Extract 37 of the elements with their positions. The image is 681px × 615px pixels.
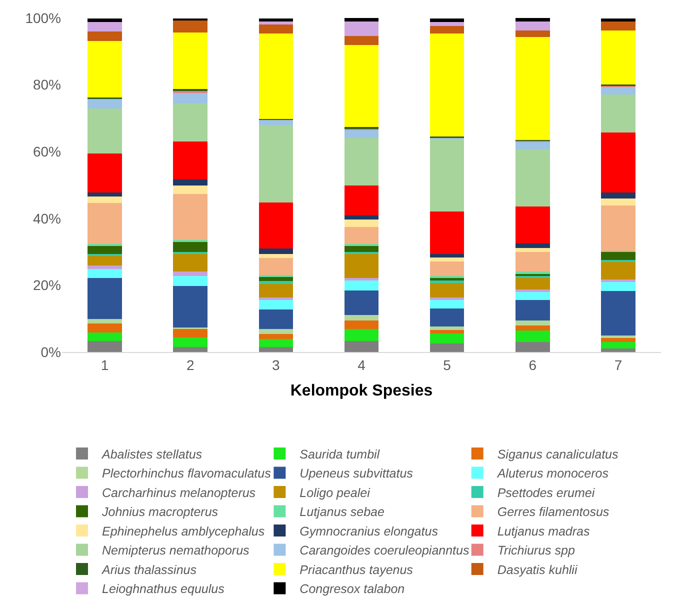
legend-label: Loligo pealei xyxy=(300,486,372,500)
legend-label: Upeneus subvittatus xyxy=(300,466,413,481)
legend-label: Gerres filamentosus xyxy=(497,505,610,520)
x-tick-label: 3 xyxy=(272,356,280,373)
y-tick-label: 80% xyxy=(32,76,61,93)
legend-label: Psettodes erumei xyxy=(497,486,596,500)
legend-label: Carcharhinus melanopterus xyxy=(102,486,256,500)
legend-label: Arius thalassinus xyxy=(101,562,196,577)
legend-label: Nemipterus nemathoporus xyxy=(102,544,250,558)
y-tick-label: 100% xyxy=(25,10,61,26)
x-axis-title: Kelompok Spesies xyxy=(290,382,433,400)
legend-label: Plectorhinchus flavomaculatus xyxy=(102,466,271,481)
y-tick-label: 60% xyxy=(32,144,61,160)
x-tick-label: 6 xyxy=(528,356,537,373)
legend-label: Siganus canaliculatus xyxy=(497,447,618,462)
legend-label: Johnius macropterus xyxy=(101,505,218,520)
legend-label: Saurida tumbil xyxy=(300,447,381,462)
legend-label: Lutjanus sebae xyxy=(300,505,385,520)
legend-label: Trichiurus spp xyxy=(497,544,575,558)
y-tick-label: 20% xyxy=(32,277,61,294)
legend-label: Leioghnathus equulus xyxy=(102,582,224,596)
x-tick-label: 2 xyxy=(186,356,194,373)
legend-label: Dasyatis kuhlii xyxy=(497,562,578,577)
x-tick-label: 7 xyxy=(614,356,622,373)
y-tick-label: 0% xyxy=(40,344,61,360)
y-tick-label: 40% xyxy=(32,210,61,226)
legend-label: Ephinephelus amblycephalus xyxy=(102,524,265,538)
legend-label: Lutjanus madras xyxy=(497,524,590,538)
legend-label: Abalistes stellatus xyxy=(101,447,202,462)
legend-label: Gymnocranius elongatus xyxy=(300,524,438,538)
x-tick-label: 5 xyxy=(443,356,452,373)
x-tick-label: 1 xyxy=(100,356,109,373)
legend-label: Congresox talabon xyxy=(300,582,405,596)
legend-label: Aluterus monoceros xyxy=(496,466,609,481)
x-tick-label: 4 xyxy=(358,356,366,373)
legend-label: Carangoides coeruleopianntus xyxy=(300,544,470,558)
legend-label: Priacanthus tayenus xyxy=(300,562,413,577)
